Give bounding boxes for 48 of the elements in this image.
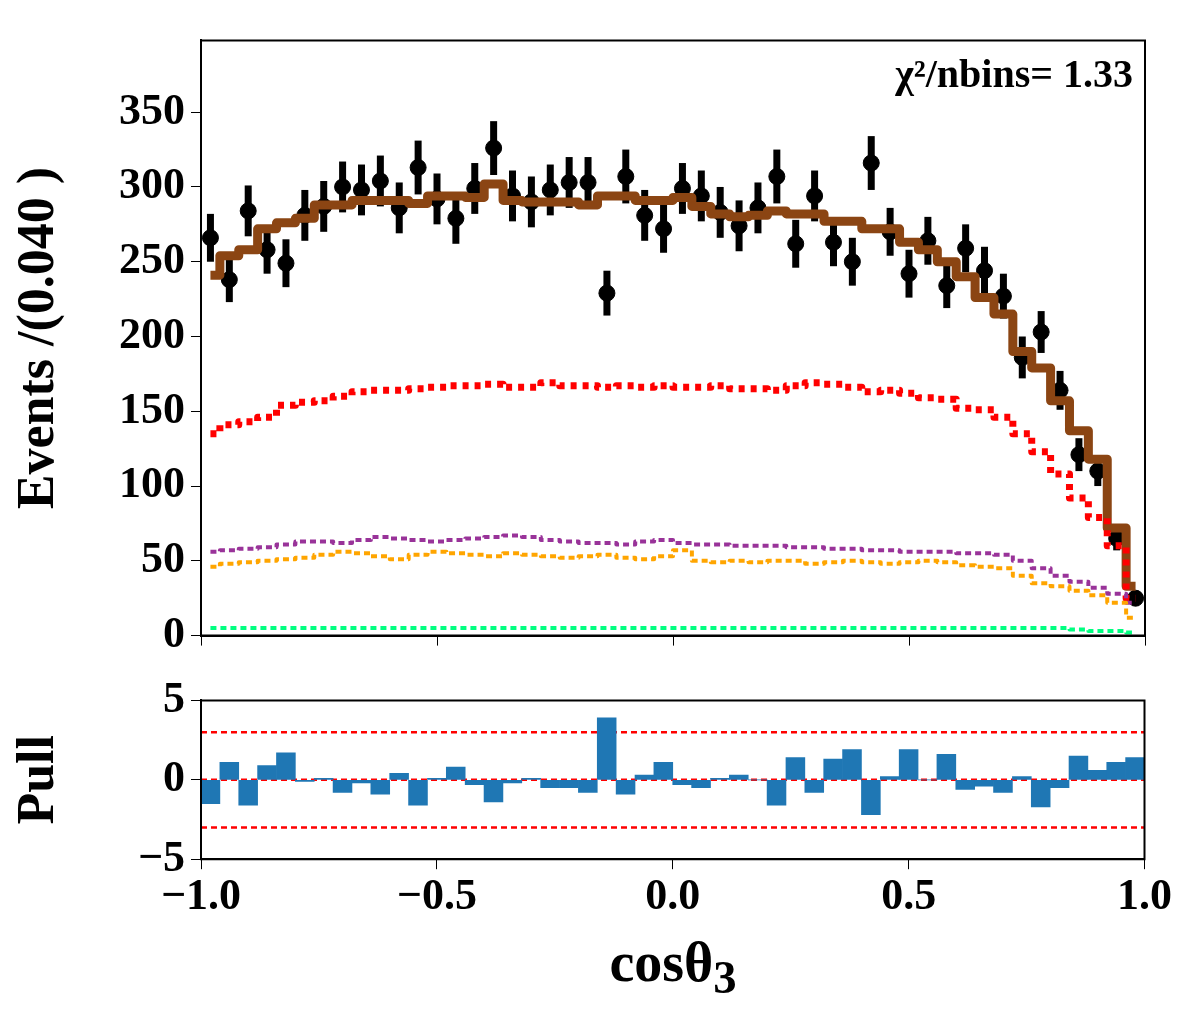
point: [843, 253, 861, 271]
point: [560, 173, 578, 191]
point: [371, 172, 389, 190]
point: [768, 167, 786, 185]
point: [862, 154, 880, 172]
x-tick-label: 0.0: [645, 869, 701, 919]
point: [806, 187, 824, 205]
point: [541, 181, 559, 199]
point: [277, 254, 295, 272]
y-tick-label: 350: [119, 84, 185, 134]
y-axis-title: Pull: [6, 735, 64, 825]
point: [824, 233, 842, 251]
x-axis-title: cosθ$_{3}$: [608, 930, 738, 1006]
y-axis-title: Events /(0.040 ): [6, 166, 65, 510]
x-tick-label: 1.0: [1117, 869, 1172, 919]
point: [1032, 323, 1050, 341]
point: [579, 173, 597, 191]
point: [334, 178, 352, 196]
x-tick-label: 0.5: [881, 869, 937, 919]
y-tick-label: 300: [119, 159, 185, 209]
point: [636, 206, 654, 224]
point: [617, 167, 635, 185]
point: [976, 262, 994, 280]
annotation: χ²/nbins= 1.33: [894, 50, 1133, 96]
point: [239, 202, 257, 220]
point: [900, 265, 918, 283]
y-tick-label: 250: [119, 234, 185, 284]
y-tick-label: 50: [141, 533, 185, 583]
point: [938, 277, 956, 295]
point: [447, 209, 465, 227]
point: [994, 287, 1012, 305]
y-tick-label: 100: [119, 458, 185, 508]
point: [201, 229, 219, 247]
point: [787, 235, 805, 253]
point: [655, 220, 673, 238]
point: [485, 139, 503, 157]
y-tick-label: 200: [119, 308, 185, 358]
y-tick-label: 5: [163, 672, 185, 722]
y-tick-label: −5: [137, 831, 185, 881]
y-tick-label: 0: [163, 752, 185, 802]
y-tick-label: 0: [163, 607, 185, 657]
point: [409, 159, 427, 177]
x-tick-label: −0.5: [396, 869, 477, 919]
y-tick-label: 150: [119, 383, 185, 433]
point: [258, 241, 276, 259]
point: [598, 284, 616, 302]
point: [957, 239, 975, 257]
point: [220, 271, 238, 289]
